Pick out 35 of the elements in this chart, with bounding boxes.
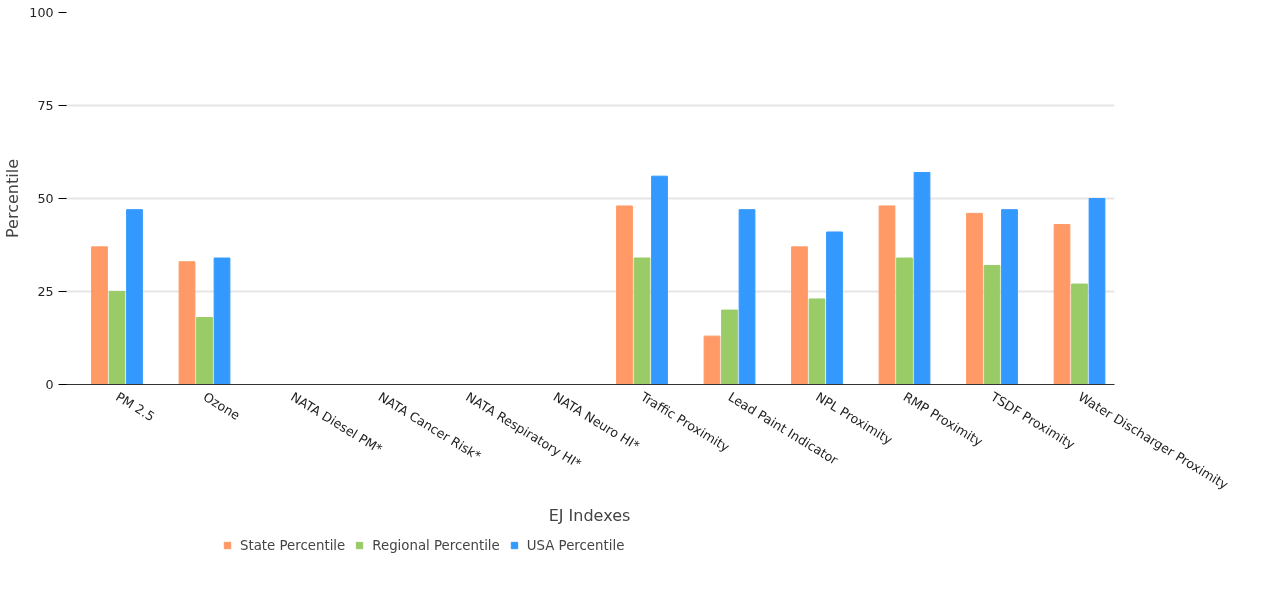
bar	[651, 175, 668, 385]
y-tick-label: 50	[37, 191, 54, 206]
bar	[1001, 209, 1018, 385]
y-tick-label: 0	[45, 377, 54, 392]
x-tick-label: PM 2.5	[113, 389, 158, 425]
bar	[178, 261, 196, 385]
y-tick-label: 75	[37, 98, 54, 113]
bar	[966, 212, 983, 385]
x-axis-title: EJ Indexes	[548, 505, 631, 525]
bar	[826, 231, 843, 385]
bar	[616, 205, 633, 385]
bar	[721, 309, 738, 385]
bar	[108, 291, 126, 385]
bar	[913, 171, 931, 385]
bar	[213, 257, 231, 385]
bar	[738, 209, 756, 385]
bar	[983, 264, 1001, 385]
bar	[878, 205, 896, 385]
bar	[91, 246, 108, 385]
bar	[633, 257, 651, 385]
y-tick-label: 100	[29, 5, 54, 20]
bar	[1053, 224, 1071, 385]
bar	[896, 257, 913, 385]
legend-label: USA Percentile	[526, 537, 625, 553]
bar	[791, 246, 808, 385]
bar	[196, 317, 213, 385]
bar	[808, 298, 826, 385]
bar	[703, 335, 721, 385]
bar	[126, 209, 143, 385]
legend-label: Regional Percentile	[372, 537, 500, 553]
bar	[1088, 198, 1106, 385]
y-axis-title: Percentile	[3, 159, 23, 238]
bar	[1071, 283, 1088, 385]
y-tick-label: 25	[37, 284, 54, 299]
legend-label: State Percentile	[240, 537, 346, 553]
